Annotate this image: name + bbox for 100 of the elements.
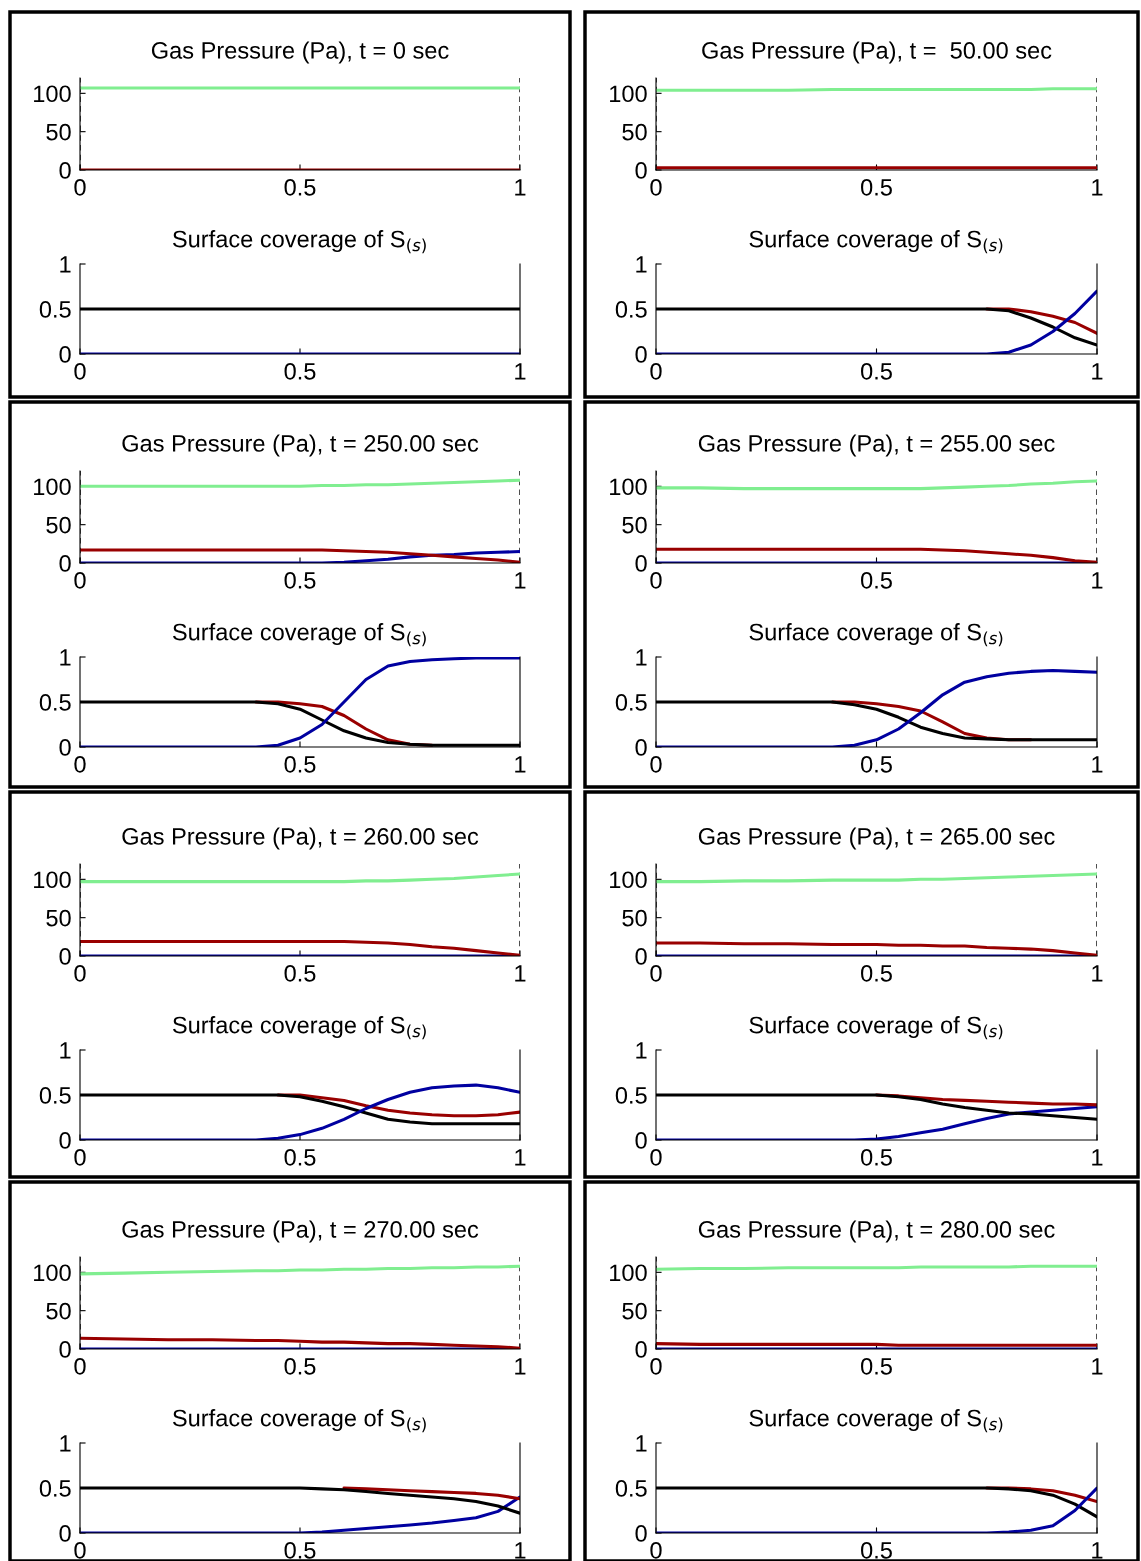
x-tick-label: 0 (74, 755, 86, 773)
x-tick-label: 1 (515, 572, 526, 589)
y-tick-label: 0 (635, 739, 647, 756)
y-tick-label: 0 (59, 1132, 71, 1149)
x-tick-label: 1 (1092, 179, 1103, 196)
chart-title: Gas Pressure (Pa), t = 280.00 sec (698, 1220, 1055, 1243)
x-tick-label: 0 (650, 1541, 662, 1559)
y-tick-label: 0.5 (615, 1480, 647, 1497)
chart-title: Surface coverage of S$_{(s)}$ (749, 1016, 1003, 1040)
x-tick-label: 1 (1092, 756, 1103, 773)
chart-title: Surface coverage of S$_{(s)}$ (172, 623, 426, 647)
x-tick-label: 1 (515, 756, 526, 773)
x-tick-label: 1 (1092, 572, 1103, 589)
y-tick-label: 0 (635, 162, 647, 179)
x-tick-label: 0 (650, 362, 662, 380)
y-tick-label: 100 (34, 871, 71, 889)
x-tick-label: 0.5 (284, 571, 316, 589)
y-tick-label: 0 (635, 346, 647, 363)
x-tick-label: 0 (74, 571, 86, 589)
x-tick-label: 0 (650, 1148, 662, 1166)
y-tick-label: 0.5 (615, 694, 647, 711)
y-tick-label: 0.5 (615, 301, 647, 318)
y-tick-label: 0 (635, 1132, 647, 1149)
x-tick-label: 0.5 (861, 964, 892, 982)
x-tick-label: 0 (74, 178, 86, 196)
x-tick-label: 0.5 (861, 178, 892, 196)
x-tick-label: 0.5 (861, 1357, 892, 1375)
x-tick-label: 0 (74, 1541, 86, 1559)
x-tick-label: 0.5 (861, 1148, 892, 1166)
x-tick-label: 0.5 (284, 362, 316, 380)
x-tick-label: 0.5 (284, 178, 316, 196)
y-tick-label: 50 (622, 909, 647, 927)
y-tick-label: 0 (635, 1341, 647, 1358)
y-tick-label: 0 (635, 555, 647, 572)
chart-title: Gas Pressure (Pa), t = 260.00 sec (122, 827, 479, 850)
y-tick-label: 0.5 (39, 301, 71, 318)
chart-title: Gas Pressure (Pa), t = 50.00 sec (702, 41, 1052, 64)
y-tick-label: 1 (60, 1435, 71, 1452)
x-tick-label: 0.5 (861, 362, 892, 380)
x-tick-label: 1 (1092, 363, 1103, 380)
x-tick-label: 1 (1092, 1358, 1103, 1375)
y-tick-label: 0 (59, 1525, 71, 1542)
chart-title: Gas Pressure (Pa), t = 0 sec (151, 41, 449, 64)
x-tick-label: 1 (515, 1542, 526, 1559)
x-tick-label: 1 (515, 363, 526, 380)
x-tick-label: 0 (650, 571, 662, 589)
y-tick-label: 100 (34, 478, 71, 496)
x-tick-label: 1 (515, 179, 526, 196)
y-tick-label: 1 (636, 1042, 647, 1059)
y-tick-label: 1 (636, 1435, 647, 1452)
y-tick-label: 0 (59, 555, 71, 572)
y-tick-label: 50 (46, 909, 71, 927)
x-tick-label: 0 (74, 1148, 86, 1166)
y-tick-label: 100 (610, 478, 647, 496)
x-tick-label: 1 (515, 1358, 526, 1375)
y-tick-label: 0.5 (39, 1480, 71, 1497)
y-tick-label: 50 (622, 1302, 647, 1320)
x-tick-label: 0.5 (284, 1541, 316, 1559)
x-tick-label: 0 (650, 1357, 662, 1375)
chart-title: Gas Pressure (Pa), t = 270.00 sec (122, 1220, 479, 1243)
y-tick-label: 100 (610, 85, 647, 103)
x-tick-label: 1 (1092, 1149, 1103, 1166)
chart-title: Surface coverage of S$_{(s)}$ (749, 1409, 1003, 1433)
y-tick-label: 100 (610, 1264, 647, 1282)
x-tick-label: 0.5 (284, 755, 316, 773)
x-tick-label: 0 (650, 964, 662, 982)
x-tick-label: 1 (515, 1149, 526, 1166)
y-tick-label: 50 (46, 1302, 71, 1320)
y-tick-label: 1 (636, 649, 647, 666)
chart-title: Gas Pressure (Pa), t = 265.00 sec (698, 827, 1055, 850)
x-tick-label: 1 (1092, 965, 1103, 982)
chart-title: Surface coverage of S$_{(s)}$ (172, 230, 426, 254)
x-tick-label: 0.5 (861, 755, 892, 773)
x-tick-label: 0.5 (284, 964, 316, 982)
y-tick-label: 100 (34, 1264, 71, 1282)
y-tick-label: 50 (46, 123, 71, 141)
y-tick-label: 0.5 (39, 1087, 71, 1104)
y-tick-label: 1 (636, 256, 647, 273)
y-tick-label: 0.5 (39, 694, 71, 711)
chart-title: Surface coverage of S$_{(s)}$ (172, 1016, 426, 1040)
y-tick-label: 1 (60, 649, 71, 666)
y-tick-label: 100 (34, 85, 71, 103)
y-tick-label: 50 (46, 516, 71, 534)
x-tick-label: 0.5 (861, 571, 892, 589)
y-tick-label: 0 (635, 948, 647, 965)
x-tick-label: 0 (74, 1357, 86, 1375)
x-tick-label: 1 (1092, 1542, 1103, 1559)
y-tick-label: 100 (610, 871, 647, 889)
y-tick-label: 0 (635, 1525, 647, 1542)
y-tick-label: 1 (60, 1042, 71, 1059)
x-tick-label: 0.5 (861, 1541, 892, 1559)
chart-title: Gas Pressure (Pa), t = 255.00 sec (698, 434, 1055, 457)
chart-title: Surface coverage of S$_{(s)}$ (749, 623, 1003, 647)
x-tick-label: 0 (74, 362, 86, 380)
y-tick-label: 1 (60, 256, 71, 273)
y-tick-label: 50 (622, 123, 647, 141)
chart-title: Surface coverage of S$_{(s)}$ (749, 230, 1003, 254)
y-tick-label: 0 (59, 162, 71, 179)
x-tick-label: 0.5 (284, 1357, 316, 1375)
chart-title: Gas Pressure (Pa), t = 250.00 sec (122, 434, 479, 457)
